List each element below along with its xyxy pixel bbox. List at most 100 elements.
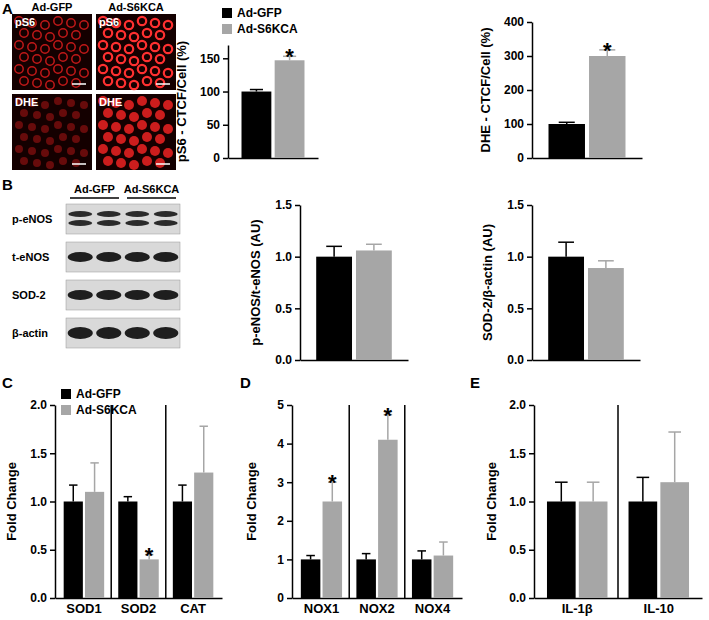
x-axis: IL-1βIL-10 bbox=[535, 598, 703, 616]
y-tick: 300 bbox=[504, 49, 532, 63]
error-bar bbox=[326, 246, 342, 256]
error-bar-stem bbox=[565, 242, 567, 256]
y-axis-title: Fold Change bbox=[484, 462, 499, 541]
y-tick: 100 bbox=[200, 85, 228, 99]
y-tick-mark bbox=[287, 559, 292, 561]
y-tick: 1.0 bbox=[507, 250, 532, 264]
y-tick: 2 bbox=[277, 514, 292, 528]
error-bar-stem bbox=[443, 542, 445, 556]
bar-chart: 0.00.51.01.52.0IL-1βIL-10Fold Change bbox=[484, 398, 703, 616]
bar bbox=[242, 92, 272, 158]
legend: Ad-GFPAd-S6KCA bbox=[61, 387, 137, 417]
y-tick-label: 1 bbox=[277, 553, 284, 567]
error-bar bbox=[69, 485, 77, 501]
panel-letter: E bbox=[470, 374, 480, 391]
marks bbox=[316, 244, 392, 360]
x-tick: SOD2 bbox=[121, 598, 156, 616]
error-bar-stem bbox=[333, 246, 335, 256]
y-tick-mark bbox=[527, 308, 532, 310]
y-tick-label: 1.0 bbox=[507, 250, 524, 264]
y-tick: 1.0 bbox=[275, 250, 300, 264]
legend-swatch bbox=[222, 24, 232, 34]
y-tick-label: 1.0 bbox=[509, 495, 526, 509]
group-separator bbox=[110, 405, 112, 598]
error-bar bbox=[555, 482, 568, 501]
error-bar-stem bbox=[365, 554, 367, 560]
blot-band bbox=[68, 211, 92, 217]
error-bar bbox=[587, 482, 600, 501]
significance-marker: * bbox=[603, 38, 612, 63]
bar bbox=[660, 482, 689, 598]
y-tick-label: 150 bbox=[200, 52, 220, 66]
y-tick-label: 200 bbox=[504, 83, 524, 97]
y-axis-title: DHE - CTCF/Cell (%) bbox=[478, 28, 493, 153]
error-bar-cap bbox=[598, 260, 614, 262]
error-bar-cap bbox=[366, 244, 382, 246]
scale-bar bbox=[156, 83, 170, 85]
y-tick-label: 3 bbox=[277, 476, 284, 490]
blot-group-label: Ad-S6KCA bbox=[124, 183, 180, 195]
y-tick: 1.5 bbox=[507, 198, 532, 212]
error-bar-cap bbox=[178, 484, 186, 486]
y-tick: 0.0 bbox=[275, 353, 300, 367]
y-tick-label: 100 bbox=[200, 85, 220, 99]
blot-band bbox=[96, 327, 121, 339]
legend-label: Ad-GFP bbox=[76, 387, 121, 401]
bar-chart: 0.00.51.01.5p-eNOS/t-eNOS (AU) bbox=[248, 198, 409, 367]
y-tick-mark bbox=[223, 58, 228, 60]
y-tick-mark bbox=[223, 158, 228, 160]
bar bbox=[118, 502, 137, 599]
y-tick: 1.0 bbox=[30, 495, 55, 509]
blot-row-label: p-eNOS bbox=[12, 213, 52, 225]
blot-band bbox=[96, 290, 121, 300]
x-tick: NOX1 bbox=[304, 598, 339, 616]
marks bbox=[547, 432, 689, 598]
y-tick-mark bbox=[287, 482, 292, 484]
significance-marker: * bbox=[285, 44, 294, 69]
bar bbox=[356, 250, 392, 360]
bar bbox=[378, 440, 398, 598]
y-tick: 0.0 bbox=[30, 591, 55, 605]
y-tick-mark bbox=[295, 360, 300, 362]
y-tick: 0 bbox=[277, 591, 292, 605]
y-axis: 0 1 2 3 4 5 bbox=[277, 398, 292, 605]
y-tick-label: 5 bbox=[277, 398, 284, 412]
y-tick-mark bbox=[527, 360, 532, 362]
y-tick-label: 0.5 bbox=[275, 302, 292, 316]
y-axis-line bbox=[300, 206, 302, 361]
western-blot: Ad-GFPAd-S6KCAp-eNOSt-eNOSSOD-2β-actin bbox=[12, 183, 180, 348]
y-axis: 0100200300400 bbox=[504, 15, 533, 165]
bar bbox=[589, 56, 625, 158]
error-bar bbox=[598, 261, 614, 268]
bar bbox=[173, 502, 192, 599]
micrograph-row-label: DHE bbox=[15, 96, 38, 108]
y-tick-label: 0 bbox=[213, 151, 220, 165]
y-tick-mark bbox=[527, 56, 532, 58]
legend-swatch bbox=[222, 8, 232, 18]
error-bar-cap bbox=[200, 425, 208, 427]
significance-marker: * bbox=[145, 543, 154, 568]
y-tick-label: 2 bbox=[277, 514, 284, 528]
y-tick-label: 4 bbox=[277, 437, 284, 451]
error-bar-cap bbox=[558, 241, 574, 243]
error-bar-cap bbox=[637, 477, 650, 479]
blot-group-label: Ad-GFP bbox=[74, 183, 115, 195]
error-bar-stem bbox=[203, 426, 205, 472]
bar bbox=[356, 559, 376, 598]
y-tick: 0.0 bbox=[509, 591, 534, 605]
y-tick-label: 1.5 bbox=[507, 198, 524, 212]
x-axis: SOD1SOD2CAT bbox=[56, 598, 223, 616]
panel-letter: D bbox=[240, 374, 251, 391]
micrograph-texture bbox=[98, 96, 173, 170]
group-separator bbox=[404, 405, 406, 598]
y-tick-mark bbox=[50, 501, 55, 503]
x-tick-label: IL-10 bbox=[644, 601, 674, 616]
error-bar-stem bbox=[421, 551, 423, 559]
y-tick-mark bbox=[295, 205, 300, 207]
x-tick: IL-10 bbox=[644, 598, 674, 616]
blot-band bbox=[97, 220, 121, 226]
scale-bar bbox=[72, 83, 86, 85]
y-tick-mark bbox=[223, 125, 228, 127]
bar bbox=[412, 559, 432, 598]
legend-label: Ad-S6KCA bbox=[237, 22, 298, 36]
